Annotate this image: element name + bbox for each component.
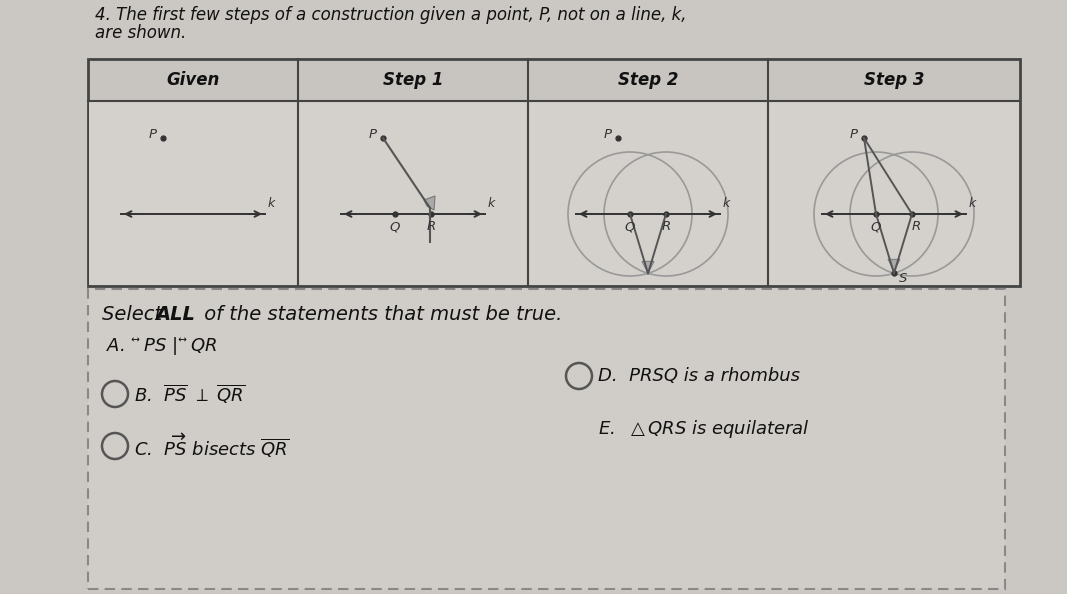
FancyBboxPatch shape — [89, 101, 297, 285]
Text: P: P — [369, 128, 377, 141]
FancyBboxPatch shape — [87, 59, 1020, 286]
Polygon shape — [888, 260, 899, 271]
Text: A.  $\overleftrightarrow{PS}$ | $\overleftrightarrow{QR}$: A. $\overleftrightarrow{PS}$ | $\overlef… — [106, 335, 218, 357]
FancyBboxPatch shape — [299, 101, 527, 285]
Text: R: R — [662, 220, 671, 233]
Polygon shape — [642, 261, 654, 273]
Text: R: R — [427, 220, 435, 233]
Text: Step 2: Step 2 — [618, 71, 679, 89]
FancyBboxPatch shape — [769, 101, 1019, 285]
FancyBboxPatch shape — [529, 101, 767, 285]
Text: 4. The first few steps of a construction given a point, P, not on a line, k,: 4. The first few steps of a construction… — [95, 6, 686, 24]
Text: k: k — [488, 197, 495, 210]
Text: P: P — [850, 128, 858, 141]
Text: of the statements that must be true.: of the statements that must be true. — [198, 305, 562, 324]
Text: C.  $\overrightarrow{PS}$ bisects $\overline{QR}$: C. $\overrightarrow{PS}$ bisects $\overl… — [134, 432, 289, 460]
Text: k: k — [268, 197, 275, 210]
Text: E.  $\triangle$QRS is equilateral: E. $\triangle$QRS is equilateral — [598, 418, 810, 440]
Text: Q: Q — [871, 220, 881, 233]
Text: P: P — [604, 128, 612, 141]
FancyBboxPatch shape — [87, 289, 1005, 589]
Text: S: S — [898, 272, 907, 285]
Text: k: k — [723, 197, 730, 210]
Text: Step 3: Step 3 — [864, 71, 924, 89]
Text: ALL: ALL — [155, 305, 195, 324]
Text: Q: Q — [625, 220, 635, 233]
Text: Step 1: Step 1 — [383, 71, 443, 89]
Text: B.  $\overline{PS}$ $\perp$ $\overline{QR}$: B. $\overline{PS}$ $\perp$ $\overline{QR… — [134, 383, 245, 405]
Text: P: P — [149, 128, 157, 141]
Text: k: k — [969, 197, 976, 210]
Text: Given: Given — [166, 71, 220, 89]
Text: Select: Select — [102, 305, 169, 324]
Text: Q: Q — [389, 220, 400, 233]
Text: D.  PRSQ is a rhombus: D. PRSQ is a rhombus — [598, 367, 800, 385]
Text: R: R — [911, 220, 921, 233]
Polygon shape — [424, 196, 435, 210]
Text: are shown.: are shown. — [95, 24, 187, 42]
